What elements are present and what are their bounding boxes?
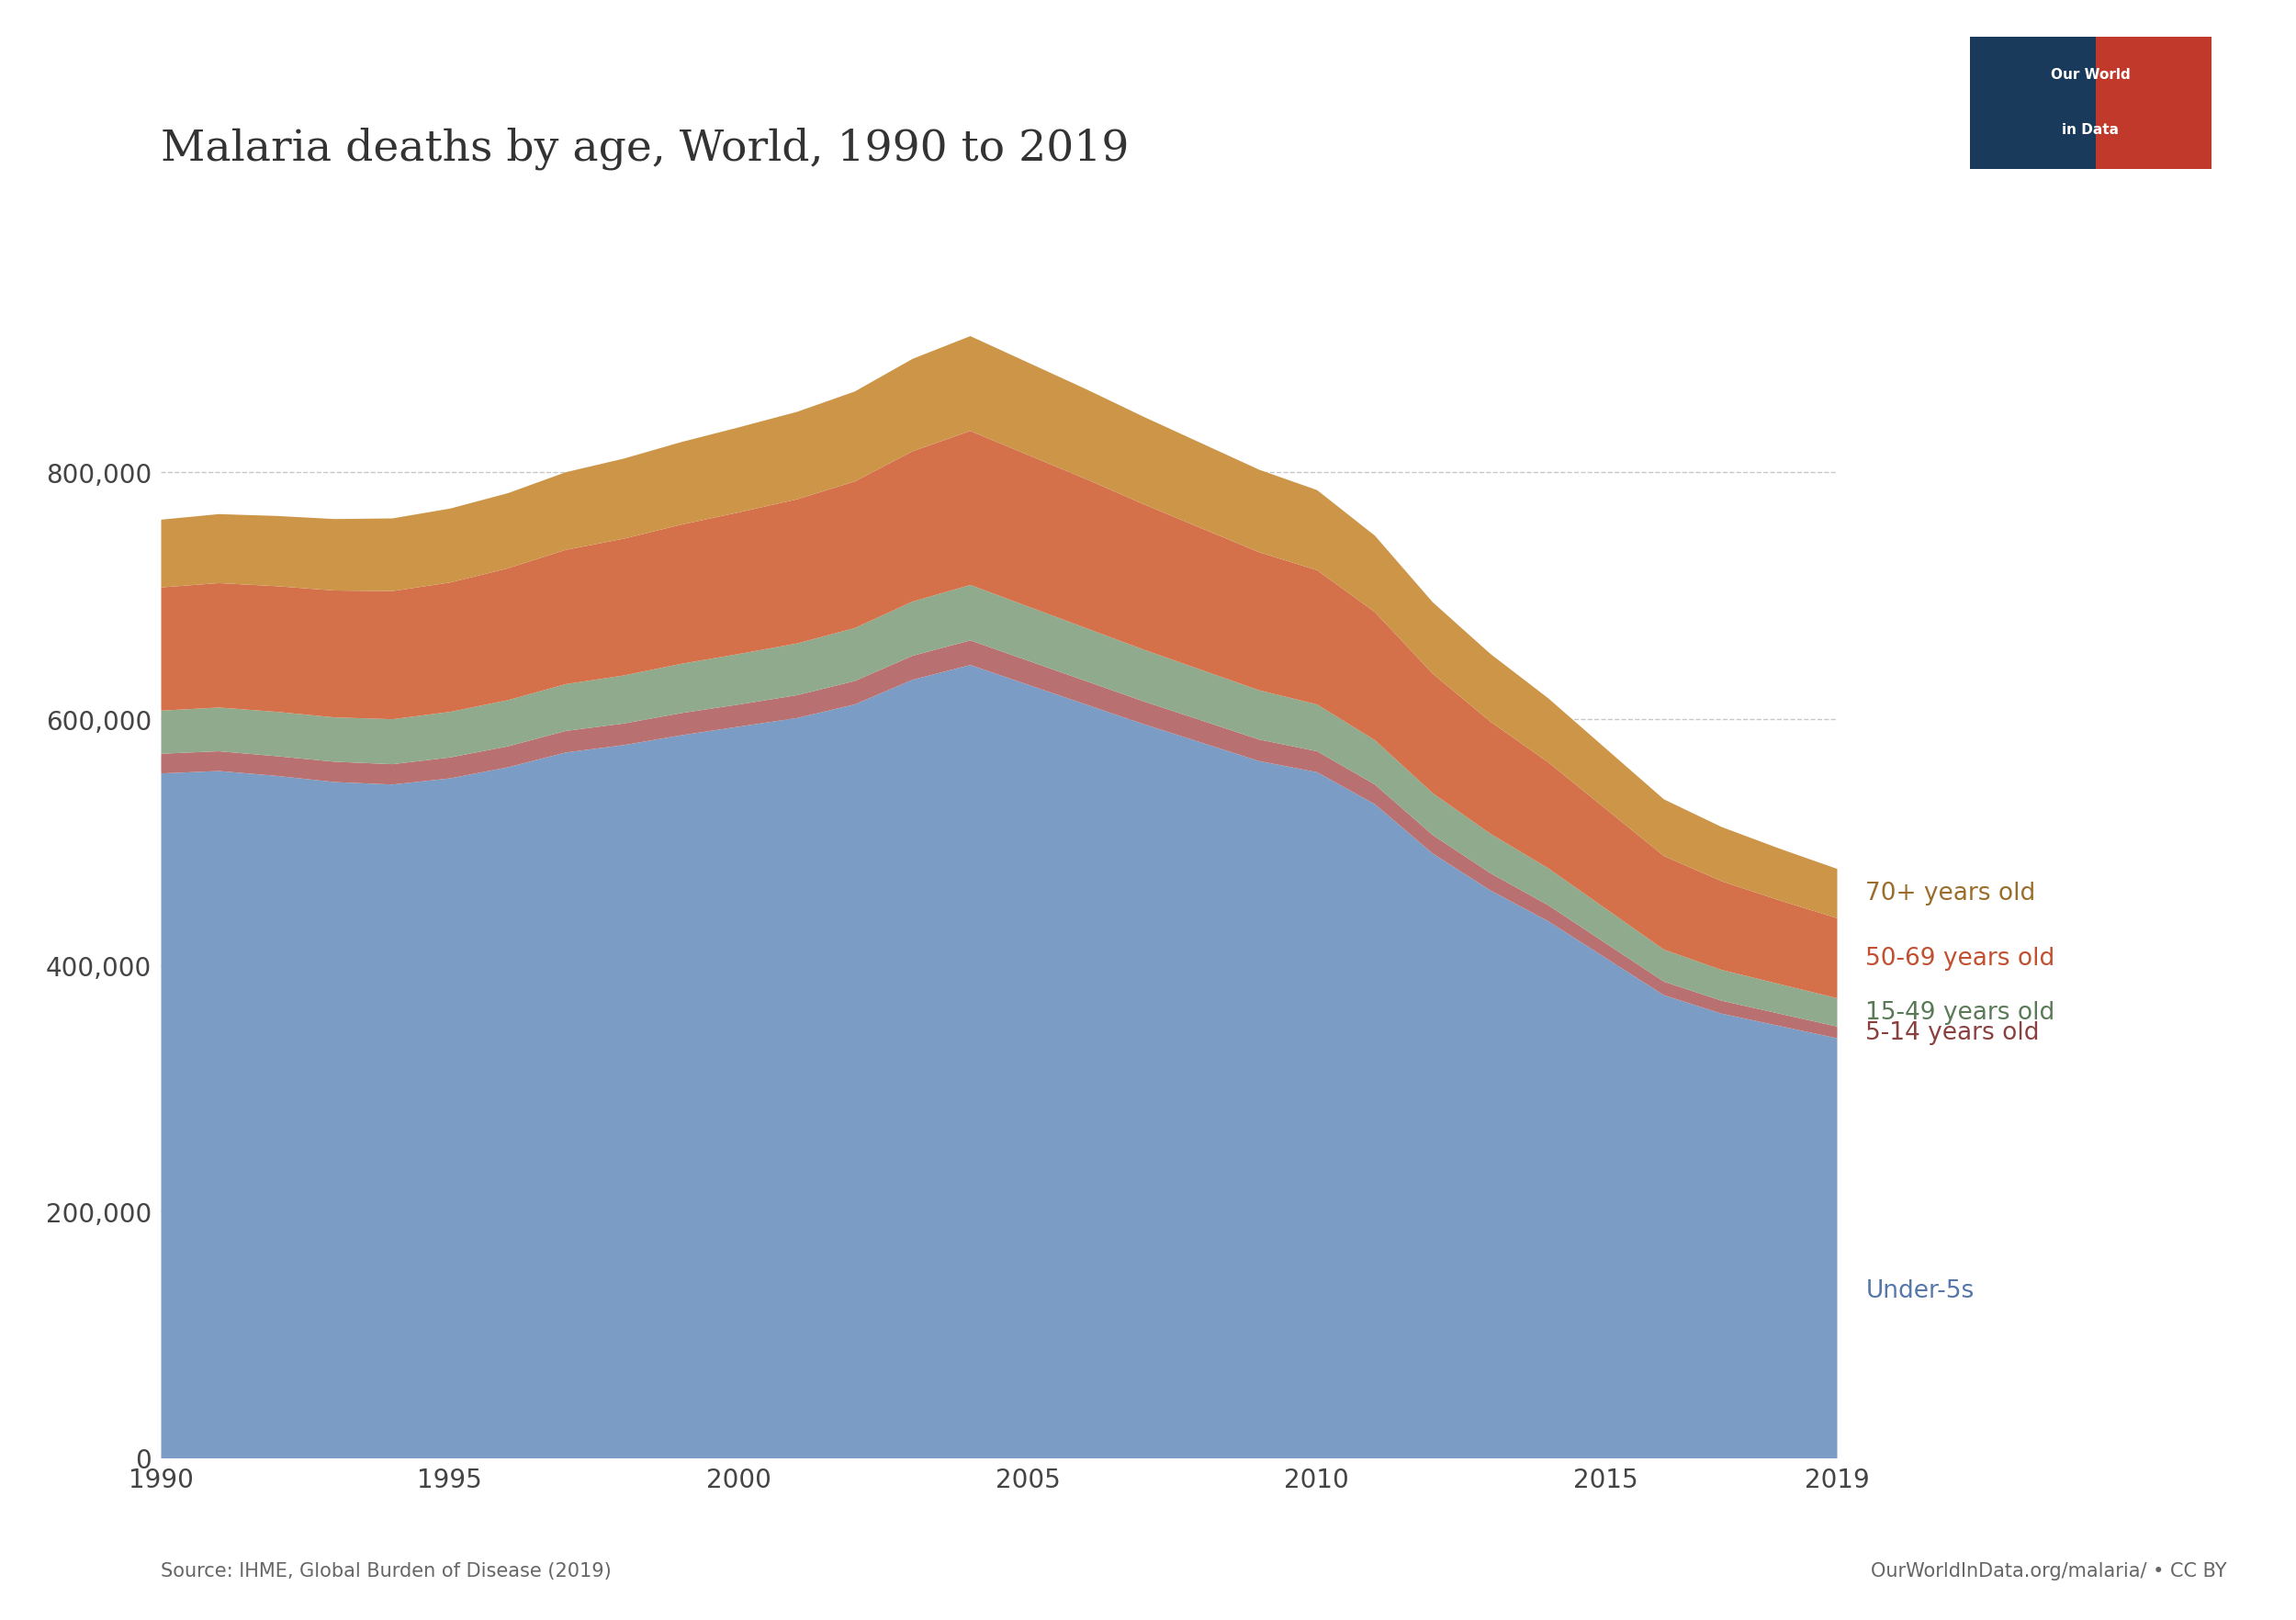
Text: 70+ years old: 70+ years old xyxy=(1867,881,2037,906)
Text: OurWorldInData.org/malaria/ • CC BY: OurWorldInData.org/malaria/ • CC BY xyxy=(1871,1562,2227,1580)
Text: 15-49 years old: 15-49 years old xyxy=(1867,1001,2055,1024)
Text: Our World: Our World xyxy=(2050,68,2131,81)
Text: 50-69 years old: 50-69 years old xyxy=(1867,946,2055,970)
Text: in Data: in Data xyxy=(2062,123,2119,138)
Bar xyxy=(2096,37,2211,170)
Text: Source: IHME, Global Burden of Disease (2019): Source: IHME, Global Burden of Disease (… xyxy=(161,1562,611,1580)
Text: Under-5s: Under-5s xyxy=(1867,1278,1975,1302)
Text: 5-14 years old: 5-14 years old xyxy=(1867,1021,2039,1045)
Text: Malaria deaths by age, World, 1990 to 2019: Malaria deaths by age, World, 1990 to 20… xyxy=(161,128,1130,170)
